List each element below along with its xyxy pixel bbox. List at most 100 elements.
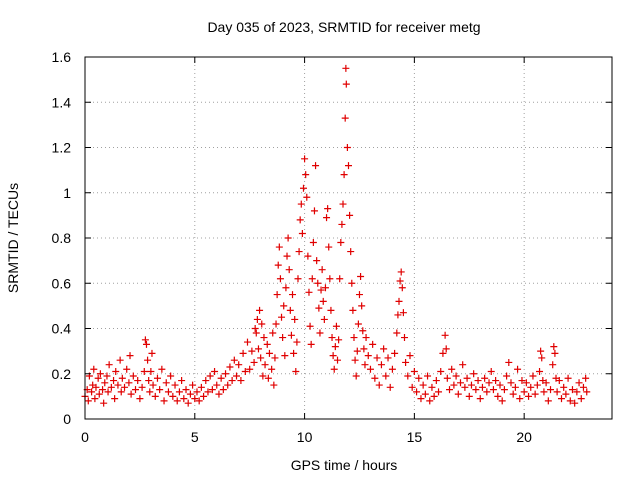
- x-tick-label: 20: [516, 429, 532, 445]
- data-point-plus-marker: [202, 377, 210, 385]
- data-point-plus-marker: [454, 390, 462, 398]
- data-point-plus-marker: [104, 388, 112, 396]
- data-point-plus-marker: [94, 374, 102, 382]
- data-point-plus-marker: [492, 377, 500, 385]
- data-point-plus-marker: [394, 311, 402, 319]
- data-point-plus-marker: [352, 372, 360, 380]
- data-point-plus-marker: [358, 302, 366, 310]
- data-point-plus-marker: [269, 329, 277, 337]
- data-point-plus-marker: [252, 329, 260, 337]
- data-point-plus-marker: [132, 386, 140, 394]
- data-point-plus-marker: [281, 352, 289, 360]
- data-point-plus-marker: [553, 388, 561, 396]
- data-point-plus-marker: [208, 386, 216, 394]
- data-point-plus-marker: [432, 377, 440, 385]
- data-point-plus-marker: [347, 248, 355, 256]
- data-point-plus-marker: [164, 388, 172, 396]
- data-point-plus-marker: [280, 302, 288, 310]
- data-point-plus-marker: [393, 329, 401, 337]
- data-point-plus-marker: [318, 266, 326, 274]
- data-point-plus-marker: [149, 381, 157, 389]
- x-tick-label: 5: [191, 429, 199, 445]
- data-point-plus-marker: [107, 383, 115, 391]
- data-point-plus-marker: [226, 363, 234, 371]
- data-point-plus-marker: [428, 383, 436, 391]
- data-point-plus-marker: [472, 386, 480, 394]
- x-tick-label: 0: [81, 429, 89, 445]
- data-point-plus-marker: [514, 365, 522, 373]
- data-point-plus-marker: [400, 334, 408, 342]
- data-point-plus-marker: [503, 372, 511, 380]
- data-point-plus-marker: [299, 184, 307, 192]
- data-point-plus-marker: [476, 395, 484, 403]
- data-point-plus-marker: [520, 388, 528, 396]
- data-point-plus-marker: [331, 343, 339, 351]
- data-point-plus-marker: [361, 361, 369, 369]
- data-point-plus-marker: [302, 171, 310, 179]
- data-point-plus-marker: [99, 386, 107, 394]
- data-point-plus-marker: [342, 80, 350, 88]
- data-point-plus-marker: [555, 377, 563, 385]
- x-tick-label: 10: [297, 429, 313, 445]
- data-point-plus-marker: [129, 372, 137, 380]
- data-point-plus-marker: [200, 392, 208, 400]
- data-point-plus-marker: [489, 386, 497, 394]
- data-point-plus-marker: [197, 383, 205, 391]
- data-point-plus-marker: [359, 327, 367, 335]
- data-point-plus-marker: [388, 365, 396, 373]
- data-point-plus-marker: [142, 340, 150, 348]
- data-point-plus-marker: [250, 358, 258, 366]
- grid-lines: [85, 57, 612, 419]
- data-point-plus-marker: [353, 347, 361, 355]
- data-point-plus-marker: [268, 365, 276, 373]
- data-point-plus-marker: [478, 383, 486, 391]
- data-point-plus-marker: [417, 395, 425, 403]
- data-point-plus-marker: [426, 397, 434, 405]
- y-tick-label: 0.8: [52, 230, 72, 246]
- data-point-plus-marker: [335, 336, 343, 344]
- data-point-plus-marker: [112, 367, 120, 375]
- data-point-plus-marker: [304, 252, 312, 260]
- data-point-plus-marker: [182, 386, 190, 394]
- data-point-plus-marker: [278, 313, 286, 321]
- data-point-plus-marker: [296, 216, 304, 224]
- data-point-plus-marker: [162, 379, 170, 387]
- data-point-plus-marker: [341, 114, 349, 122]
- data-point-plus-marker: [325, 243, 333, 251]
- data-point-plus-marker: [100, 399, 108, 407]
- data-point-plus-marker: [442, 345, 450, 353]
- data-point-plus-marker: [516, 395, 524, 403]
- data-point-plus-marker: [284, 234, 292, 242]
- data-point-plus-marker: [564, 374, 572, 382]
- data-point-plus-marker: [265, 349, 273, 357]
- data-point-plus-marker: [452, 372, 460, 380]
- data-point-plus-marker: [148, 349, 156, 357]
- data-point-plus-marker: [536, 367, 544, 375]
- data-point-plus-marker: [446, 386, 454, 394]
- data-point-plus-marker: [111, 395, 119, 403]
- data-point-plus-marker: [279, 334, 287, 342]
- data-point-plus-marker: [354, 320, 362, 328]
- data-point-plus-marker: [270, 381, 278, 389]
- data-point-plus-marker: [386, 383, 394, 391]
- data-point-plus-marker: [456, 379, 464, 387]
- data-point-plus-marker: [404, 372, 412, 380]
- data-point-plus-marker: [382, 372, 390, 380]
- data-point-plus-marker: [138, 383, 146, 391]
- data-point-plus-marker: [310, 207, 318, 215]
- data-point-plus-marker: [90, 365, 98, 373]
- data-point-plus-marker: [459, 361, 467, 369]
- data-point-plus-marker: [399, 309, 407, 317]
- data-point-plus-marker: [487, 367, 495, 375]
- data-point-plus-marker: [260, 334, 268, 342]
- data-point-plus-marker: [340, 171, 348, 179]
- data-point-plus-marker: [283, 252, 291, 260]
- data-point-plus-marker: [297, 200, 305, 208]
- data-point-plus-marker: [369, 340, 377, 348]
- data-point-plus-marker: [151, 392, 159, 400]
- data-point-plus-marker: [547, 386, 555, 394]
- data-point-plus-marker: [531, 390, 539, 398]
- data-point-plus-marker: [253, 315, 261, 323]
